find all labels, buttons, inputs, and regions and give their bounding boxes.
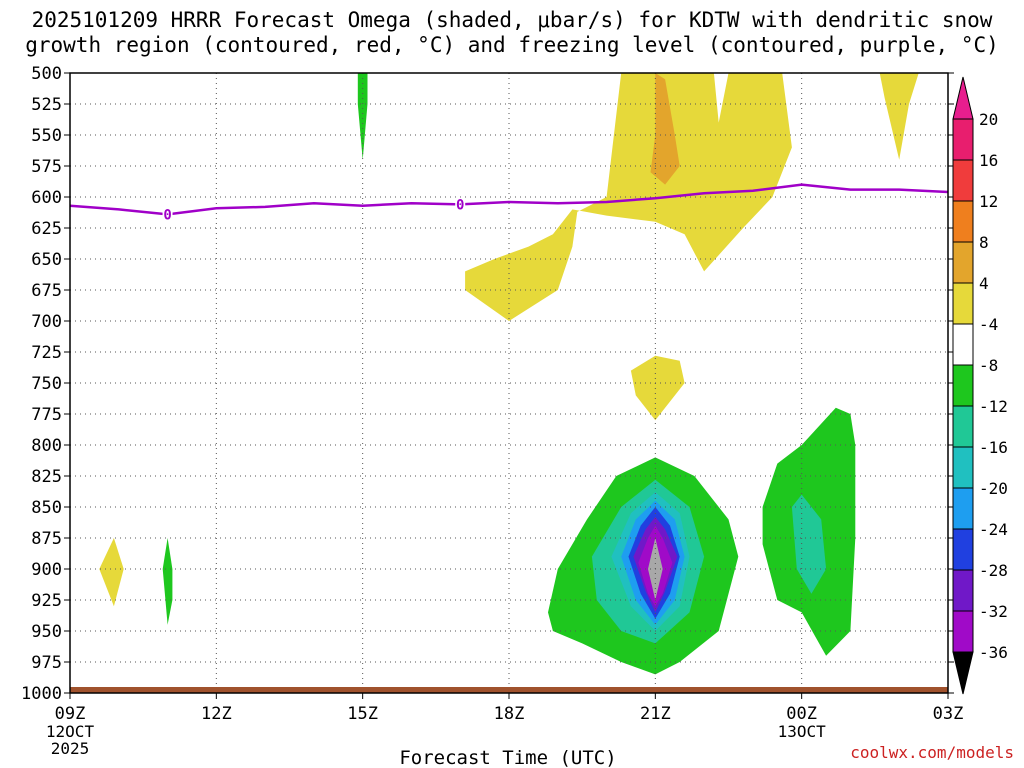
colorbar-label: -28 xyxy=(979,561,1008,580)
colorbar-swatch xyxy=(952,159,974,202)
x-tick-sublabel: 2025 xyxy=(51,739,90,758)
x-tick-label: 21Z xyxy=(640,704,671,724)
colorbar-label: -8 xyxy=(979,356,998,375)
y-tick-label: 600 xyxy=(31,188,62,208)
credit-text: coolwx.com/models xyxy=(850,743,1014,762)
x-tick-label: 09Z xyxy=(55,704,86,724)
freezing-level-line xyxy=(69,183,949,216)
y-tick-label: 975 xyxy=(31,653,62,673)
colorbar-label: -24 xyxy=(979,520,1008,539)
y-tick-label: 1000 xyxy=(21,684,62,704)
colorbar-label: 20 xyxy=(979,110,998,129)
colorbar-swatch xyxy=(952,118,974,161)
y-tick-label: 775 xyxy=(31,405,62,425)
colorbar-label: -32 xyxy=(979,602,1008,621)
colorbar-label: 4 xyxy=(979,274,989,293)
chart-title-line-2: growth region (contoured, red, °C) and f… xyxy=(25,33,999,57)
colorbar-swatch xyxy=(952,528,974,571)
y-tick-label: 525 xyxy=(31,95,62,115)
y-tick-label: 725 xyxy=(31,343,62,363)
y-tick-label: 500 xyxy=(31,64,62,84)
freezing-level-label: 0 xyxy=(163,207,171,223)
colorbar-swatch xyxy=(952,200,974,243)
y-tick-label: 875 xyxy=(31,529,62,549)
colorbar-swatch xyxy=(952,405,974,448)
y-tick-label: 750 xyxy=(31,374,62,394)
x-tick-label: 15Z xyxy=(347,704,378,724)
x-tick-label: 12Z xyxy=(201,704,232,724)
colorbar-swatch xyxy=(952,282,974,325)
colorbar-swatch xyxy=(952,241,974,284)
omega-region-upper-positive-core xyxy=(650,73,680,185)
y-tick-label: 800 xyxy=(31,436,62,456)
colorbar-label: 16 xyxy=(979,151,998,170)
y-tick-label: 625 xyxy=(31,219,62,239)
chart-title-line-1: 2025101209 HRRR Forecast Omega (shaded, … xyxy=(31,8,993,32)
y-tick-label: 675 xyxy=(31,281,62,301)
contour-label-bg xyxy=(455,197,466,211)
omega-region-left-negative-1 xyxy=(162,538,173,625)
y-tick-label: 550 xyxy=(31,126,62,146)
x-tick-label: 18Z xyxy=(494,704,525,724)
x-axis-label: Forecast Time (UTC) xyxy=(399,747,616,768)
y-tick-label: 575 xyxy=(31,157,62,177)
omega-region-upper-negative xyxy=(357,73,368,160)
contour-label-bg xyxy=(162,207,173,221)
colorbar-swatch xyxy=(952,610,974,653)
x-tick-label: 00Z xyxy=(786,704,817,724)
colorbar-bottom-arrow xyxy=(952,651,974,695)
colorbar-label: 12 xyxy=(979,192,998,211)
y-tick-label: 650 xyxy=(31,250,62,270)
y-tick-label: 900 xyxy=(31,560,62,580)
colorbar-top-arrow xyxy=(952,76,974,120)
colorbar-swatch xyxy=(952,364,974,407)
colorbar-label: -16 xyxy=(979,438,1008,457)
omega-region-upper-right-positive xyxy=(879,73,919,160)
x-tick-sublabel: 12OCT xyxy=(46,722,95,741)
colorbar-label: -4 xyxy=(979,315,998,334)
colorbar-swatch xyxy=(952,487,974,530)
omega-region-left-positive xyxy=(99,538,124,607)
colorbar-label: 8 xyxy=(979,233,989,252)
colorbar-swatch xyxy=(952,569,974,612)
colorbar-label: -36 xyxy=(979,643,1008,662)
x-tick-sublabel: 13OCT xyxy=(778,722,827,741)
colorbar-swatch xyxy=(952,446,974,489)
y-tick-label: 850 xyxy=(31,498,62,518)
x-tick-label: 03Z xyxy=(933,704,964,724)
y-tick-label: 925 xyxy=(31,591,62,611)
y-tick-label: 700 xyxy=(31,312,62,332)
colorbar-label: -20 xyxy=(979,479,1008,498)
freezing-level-label: 0 xyxy=(456,197,464,213)
omega-region-upper-positive-main xyxy=(465,73,792,321)
colorbar-label: -12 xyxy=(979,397,1008,416)
colorbar-swatch xyxy=(952,323,974,366)
y-tick-label: 825 xyxy=(31,467,62,487)
terrain-strip xyxy=(70,687,948,693)
omega-region-mid-positive xyxy=(630,355,685,421)
y-tick-label: 950 xyxy=(31,622,62,642)
